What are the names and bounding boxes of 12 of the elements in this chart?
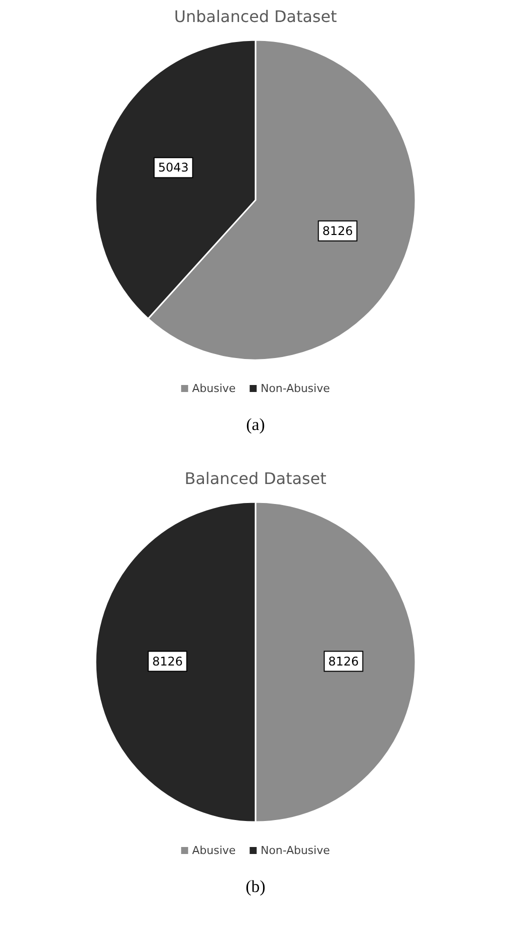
text: (a) <box>246 415 265 434</box>
legend-label: Abusive <box>192 844 236 857</box>
data-label: 5043 <box>158 160 189 175</box>
legend-label: Non-Abusive <box>260 844 330 857</box>
chart-title: Unbalanced Dataset <box>174 7 337 26</box>
data-label: 8126 <box>152 654 183 668</box>
chart-title: Balanced Dataset <box>184 469 326 488</box>
data-label: 8126 <box>328 654 359 668</box>
text: (b) <box>246 877 266 896</box>
legend-label: Non-Abusive <box>260 382 330 395</box>
legend-label: Abusive <box>192 382 236 395</box>
data-label: 8126 <box>322 224 353 238</box>
